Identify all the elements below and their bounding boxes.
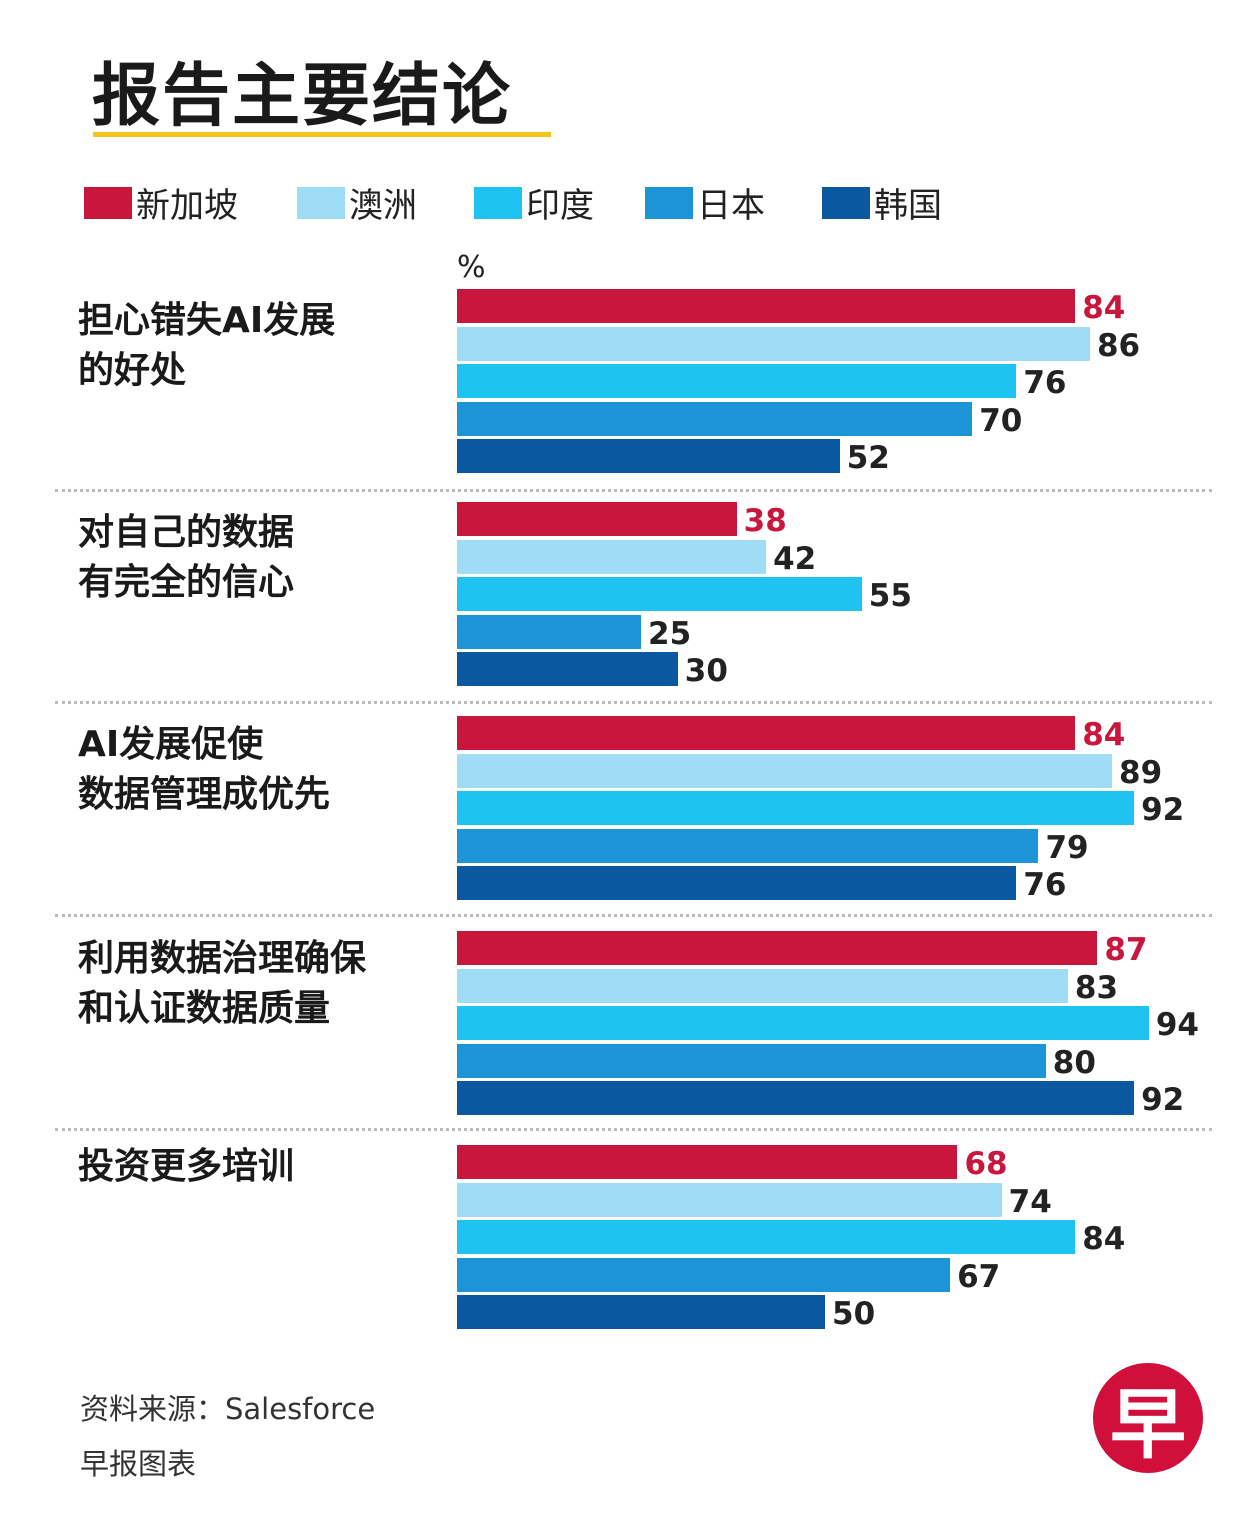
legend-item: 日本 bbox=[645, 178, 765, 227]
data-label: 84 bbox=[1082, 1221, 1126, 1258]
data-label: 79 bbox=[1045, 829, 1089, 866]
legend-label: 新加坡 bbox=[136, 186, 238, 226]
bar bbox=[457, 1145, 958, 1179]
bar bbox=[457, 401, 973, 436]
group-divider bbox=[55, 914, 1212, 917]
legend-swatch bbox=[84, 186, 132, 219]
data-label: 30 bbox=[684, 653, 728, 690]
category-label: 投资更多培训 bbox=[78, 1146, 295, 1187]
data-label: 92 bbox=[1141, 1082, 1185, 1119]
bar bbox=[457, 577, 862, 612]
data-label: 80 bbox=[1052, 1044, 1096, 1081]
group-divider bbox=[55, 701, 1212, 704]
legend-label: 印度 bbox=[526, 186, 594, 226]
data-label: 86 bbox=[1096, 327, 1141, 364]
data-label: 87 bbox=[1104, 932, 1148, 968]
data-label: 42 bbox=[773, 540, 817, 577]
source-text: 资料来源：Salesforce bbox=[80, 1392, 376, 1426]
data-label: 70 bbox=[979, 402, 1023, 439]
legend-item: 澳洲 bbox=[297, 178, 417, 227]
data-label: 89 bbox=[1119, 754, 1163, 791]
data-label: 50 bbox=[832, 1296, 876, 1333]
category-label: 利用数据治理确保 和认证数据质量 bbox=[78, 938, 367, 1029]
bar bbox=[457, 866, 1017, 901]
page-title: 报告主要结论 bbox=[92, 57, 513, 136]
category-label: AI发展促使 数据管理成优先 bbox=[78, 724, 331, 815]
data-label: 84 bbox=[1082, 717, 1126, 753]
bar bbox=[457, 791, 1135, 826]
bar bbox=[457, 652, 678, 687]
bar bbox=[457, 1295, 825, 1330]
unit-label: % bbox=[457, 250, 486, 285]
data-label: 52 bbox=[846, 440, 890, 477]
bar bbox=[457, 716, 1076, 750]
bar bbox=[457, 502, 737, 536]
data-label: 55 bbox=[868, 578, 912, 615]
legend-label: 韩国 bbox=[874, 186, 942, 226]
bar bbox=[457, 753, 1113, 788]
bar bbox=[457, 326, 1090, 361]
legend-swatch bbox=[645, 186, 693, 219]
legend-swatch bbox=[822, 186, 870, 219]
bar bbox=[457, 614, 641, 649]
legend-label: 澳洲 bbox=[349, 186, 417, 226]
bar bbox=[457, 828, 1039, 863]
bar bbox=[457, 1220, 1076, 1255]
legend-swatch bbox=[297, 186, 345, 219]
bar bbox=[457, 1006, 1149, 1041]
data-label: 83 bbox=[1074, 969, 1119, 1006]
zaobao-logo-icon: 早 bbox=[1093, 1363, 1203, 1473]
bar bbox=[457, 931, 1098, 965]
bar bbox=[457, 1043, 1046, 1078]
bar bbox=[457, 1081, 1135, 1116]
bar bbox=[457, 439, 840, 474]
category-label: 担心错失AI发展 的好处 bbox=[78, 300, 336, 391]
bar bbox=[457, 289, 1076, 323]
credit-text: 早报图表 bbox=[80, 1447, 197, 1481]
bar bbox=[457, 968, 1068, 1003]
bar bbox=[457, 539, 767, 574]
title-underline bbox=[93, 132, 551, 137]
bar bbox=[457, 1182, 1002, 1217]
legend-item: 韩国 bbox=[822, 178, 942, 227]
legend-swatch bbox=[474, 186, 522, 219]
bar bbox=[457, 364, 1017, 399]
legend-item: 印度 bbox=[474, 178, 594, 227]
data-label: 94 bbox=[1155, 1007, 1199, 1044]
group-divider bbox=[55, 489, 1212, 492]
data-label: 84 bbox=[1082, 290, 1126, 326]
category-label: 对自己的数据 有完全的信心 bbox=[78, 512, 295, 603]
data-label: 92 bbox=[1141, 792, 1185, 829]
group-divider bbox=[55, 1128, 1212, 1131]
data-label: 76 bbox=[1023, 365, 1067, 402]
bar bbox=[457, 1257, 951, 1292]
data-label: 76 bbox=[1023, 867, 1067, 904]
legend-label: 日本 bbox=[697, 186, 765, 226]
data-label: 68 bbox=[964, 1146, 1008, 1182]
data-label: 38 bbox=[743, 503, 787, 539]
data-label: 67 bbox=[957, 1258, 1001, 1295]
legend-item: 新加坡 bbox=[84, 178, 238, 227]
data-label: 74 bbox=[1008, 1183, 1052, 1220]
data-label: 25 bbox=[648, 615, 692, 652]
